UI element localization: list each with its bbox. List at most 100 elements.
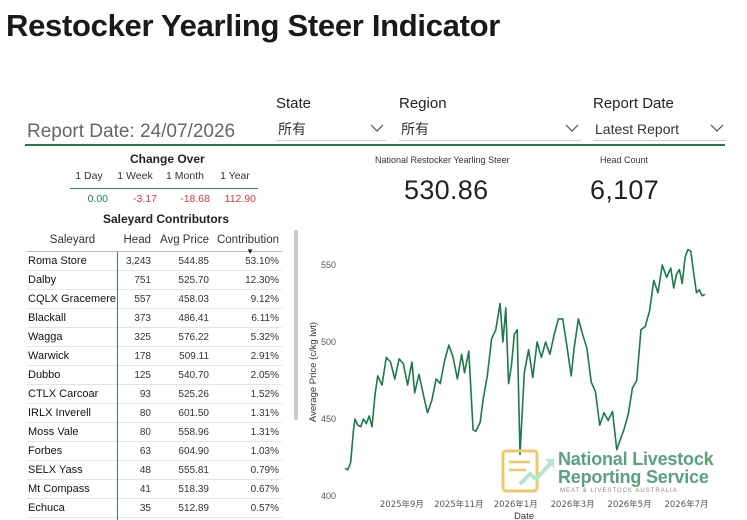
chevron-down-icon	[565, 124, 579, 132]
cell-avg: 555.81	[178, 464, 209, 476]
cell-name: Mt Compass	[28, 483, 90, 495]
region-dropdown[interactable]: 所有	[399, 117, 581, 141]
cell-head: 63	[139, 445, 151, 457]
cell-name: Echuca	[28, 502, 65, 514]
nlrs-logo-tagline: MEAT & LIVESTOCK AUSTRALIA	[560, 488, 678, 494]
chevron-down-icon	[710, 124, 724, 132]
table-row[interactable]: CTLX Carcoar 93 525.26 1.52%	[27, 385, 282, 404]
cell-name: IRLX Inverell	[28, 407, 91, 419]
column-header-head[interactable]: Head	[123, 233, 152, 246]
x-tick-label: 2025年11月	[434, 499, 483, 510]
column-header-saleyard[interactable]: Saleyard	[49, 233, 96, 246]
cell-head: 41	[139, 483, 151, 495]
table-row[interactable]: SELX Yass 48 555.81 0.79%	[27, 461, 282, 480]
table-row[interactable]: Forbes 63 604.90 1.03%	[27, 442, 282, 461]
cell-name: CQLX Gracemere	[28, 293, 117, 305]
table-row[interactable]: Dubbo 125 540.70 2.05%	[27, 366, 282, 385]
cell-avg: 525.26	[178, 388, 209, 400]
table-scrollbar[interactable]	[294, 230, 298, 420]
change-over-title: Change Over	[130, 152, 205, 166]
change-1-year: 112.90	[224, 193, 256, 205]
cell-contrib: 12.30%	[245, 274, 279, 286]
report-date-dropdown-value: Latest Report	[595, 120, 680, 137]
chevron-down-icon	[370, 124, 384, 132]
cell-name: Wagga	[28, 331, 63, 343]
table-row[interactable]: Mt Compass 41 518.39 0.67%	[27, 480, 282, 499]
cell-head: 93	[139, 388, 151, 400]
nlrs-logo-icon	[501, 449, 554, 493]
cell-name: Roma Store	[28, 255, 87, 267]
nlrs-logo-line2: Reporting Service	[558, 467, 709, 487]
nlrs-logo-line1: National Livestock	[558, 449, 714, 469]
table-row[interactable]: Blackall 373 486.41 6.11%	[27, 309, 282, 328]
table-body: Roma Store 3,243 544.85 53.10% Dalby 751 525.7…	[27, 252, 282, 518]
cell-head: 325	[134, 331, 151, 343]
sort-descending-icon: ▼	[246, 247, 254, 256]
cell-contrib: 6.11%	[251, 312, 279, 324]
change-1-week: -3.17	[133, 193, 157, 205]
table-row[interactable]: Roma Store 3,243 544.85 53.10%	[27, 252, 282, 271]
x-tick-label: 2026年3月	[551, 499, 595, 510]
table-row[interactable]: CQLX Gracemere 557 458.03 9.12%	[27, 290, 282, 309]
cell-avg: 558.96	[178, 426, 209, 438]
change-over-divider	[70, 188, 258, 189]
table-row[interactable]: Echuca 35 512.89 0.57%	[27, 499, 282, 518]
change-1-day: 0.00	[87, 193, 108, 205]
table-row[interactable]: IRLX Inverell 80 601.50 1.31%	[27, 404, 282, 423]
column-header-avg-price[interactable]: Avg Price	[159, 233, 209, 246]
cell-name: Dubbo	[28, 369, 61, 381]
cell-head: 80	[139, 426, 151, 438]
saleyard-contributors-title: Saleyard Contributors	[103, 212, 230, 226]
cell-head: 557	[134, 293, 151, 305]
y-tick-label: 550	[321, 260, 336, 270]
cell-head: 373	[134, 312, 151, 324]
table-row[interactable]: Wagga 325 576.22 5.32%	[27, 328, 282, 347]
nlrs-logo: National Livestock Reporting Service MEA…	[500, 448, 728, 498]
cell-name: Blackall	[28, 312, 66, 324]
region-filter-label: Region	[399, 95, 447, 112]
y-tick-label: 450	[321, 414, 336, 424]
cell-avg: 601.50	[178, 407, 209, 419]
period-1-day: 1 Day	[75, 170, 103, 182]
region-dropdown-value: 所有	[401, 120, 429, 137]
cell-avg: 544.85	[178, 255, 209, 267]
cell-avg: 540.70	[178, 369, 209, 381]
period-1-year: 1 Year	[220, 170, 250, 182]
x-tick-label: 2026年7月	[664, 499, 708, 510]
cell-contrib: 1.31%	[250, 407, 279, 419]
cell-name: Warwick	[28, 350, 70, 362]
national-price-label: National Restocker Yearling Steer	[375, 155, 510, 165]
table-row[interactable]: Warwick 178 509.11 2.91%	[27, 347, 282, 366]
cell-head: 48	[139, 464, 151, 476]
period-1-month: 1 Month	[166, 170, 204, 182]
saleyard-table: Saleyard Head Avg Price Contribution ▼ R…	[27, 228, 282, 518]
report-date-filter-label: Report Date	[593, 95, 674, 112]
y-axis-label: Average Price (c/kg lwt)	[308, 322, 319, 422]
state-dropdown[interactable]: 所有	[276, 117, 386, 141]
cell-head: 178	[134, 350, 151, 362]
national-price-value: 530.86	[404, 175, 489, 205]
table-column-divider	[117, 252, 118, 520]
head-count-value: 6,107	[590, 175, 660, 205]
cell-avg: 512.89	[178, 502, 209, 514]
report-date-dropdown[interactable]: Latest Report	[593, 117, 726, 141]
table-row[interactable]: Moss Vale 80 558.96 1.31%	[27, 423, 282, 442]
cell-avg: 576.22	[178, 331, 209, 343]
x-axis-label: Date	[514, 511, 534, 520]
cell-contrib: 9.12%	[250, 293, 279, 305]
cell-head: 125	[134, 369, 151, 381]
cell-contrib: 0.67%	[250, 483, 279, 495]
cell-head: 35	[139, 502, 151, 514]
cell-contrib: 0.57%	[250, 502, 279, 514]
cell-head: 751	[134, 274, 151, 286]
cell-name: SELX Yass	[28, 464, 83, 476]
y-tick-label: 500	[321, 337, 336, 347]
head-count-label: Head Count	[600, 155, 649, 165]
cell-contrib: 1.31%	[250, 426, 279, 438]
price-series-line	[344, 248, 706, 471]
cell-avg: 458.03	[178, 293, 209, 305]
column-header-contribution[interactable]: Contribution	[216, 233, 279, 246]
table-row[interactable]: Dalby 751 525.70 12.30%	[27, 271, 282, 290]
cell-avg: 525.70	[178, 274, 209, 286]
cell-contrib: 1.52%	[250, 388, 279, 400]
